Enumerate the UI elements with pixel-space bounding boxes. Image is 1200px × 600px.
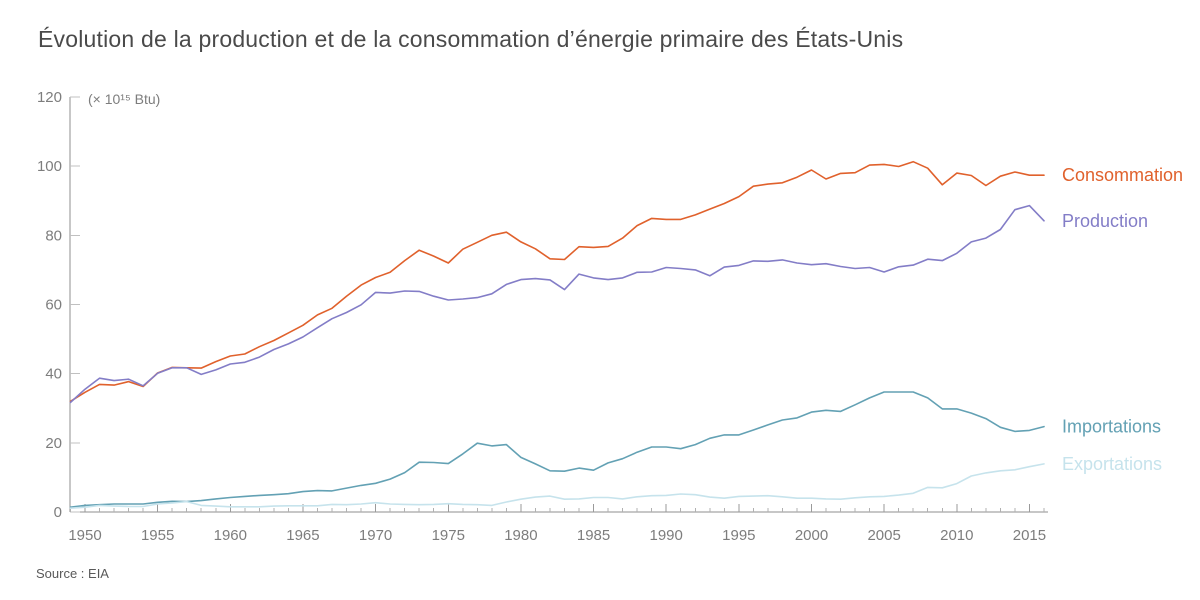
series-line-consommation bbox=[69, 160, 1045, 403]
series-label-importations: Importations bbox=[1062, 417, 1161, 437]
series-line-exportations bbox=[69, 463, 1045, 510]
x-axis-tick-label: 2010 bbox=[940, 527, 973, 544]
y-axis-unit-label: (× 10¹⁵ Btu) bbox=[88, 91, 160, 107]
x-axis-tick-label: 1965 bbox=[286, 527, 319, 544]
series-label-exportations: Exportations bbox=[1062, 454, 1162, 474]
x-axis-tick-label: 2015 bbox=[1013, 527, 1046, 544]
y-axis-tick-label: 20 bbox=[45, 435, 62, 452]
series-label-production: Production bbox=[1062, 211, 1148, 231]
x-axis-tick-label: 1985 bbox=[577, 527, 610, 544]
source-note: Source : EIA bbox=[36, 566, 109, 581]
y-axis-tick-label: 80 bbox=[45, 227, 62, 244]
x-axis-tick-label: 1975 bbox=[432, 527, 465, 544]
x-axis-tick-label: 1995 bbox=[722, 527, 755, 544]
x-axis-tick-label: 1960 bbox=[214, 527, 247, 544]
series-line-importations bbox=[69, 391, 1045, 509]
y-axis-tick-label: 120 bbox=[37, 89, 62, 106]
y-axis-tick-label: 40 bbox=[45, 366, 62, 383]
x-axis-tick-label: 1955 bbox=[141, 527, 174, 544]
y-axis-tick-label: 0 bbox=[54, 504, 62, 521]
series-line-production bbox=[69, 204, 1045, 404]
x-axis-tick-label: 2000 bbox=[795, 527, 828, 544]
y-axis-tick-label: 60 bbox=[45, 297, 62, 314]
x-axis-tick-label: 2005 bbox=[867, 527, 900, 544]
series-label-consommation: Consommation bbox=[1062, 165, 1183, 185]
x-axis-tick-label: 1990 bbox=[650, 527, 683, 544]
y-axis-tick-label: 100 bbox=[37, 158, 62, 175]
x-axis-tick-label: 1980 bbox=[504, 527, 537, 544]
x-axis-tick-label: 1970 bbox=[359, 527, 392, 544]
x-axis-tick-label: 1950 bbox=[68, 527, 101, 544]
chart-title: Évolution de la production et de la cons… bbox=[38, 26, 904, 52]
